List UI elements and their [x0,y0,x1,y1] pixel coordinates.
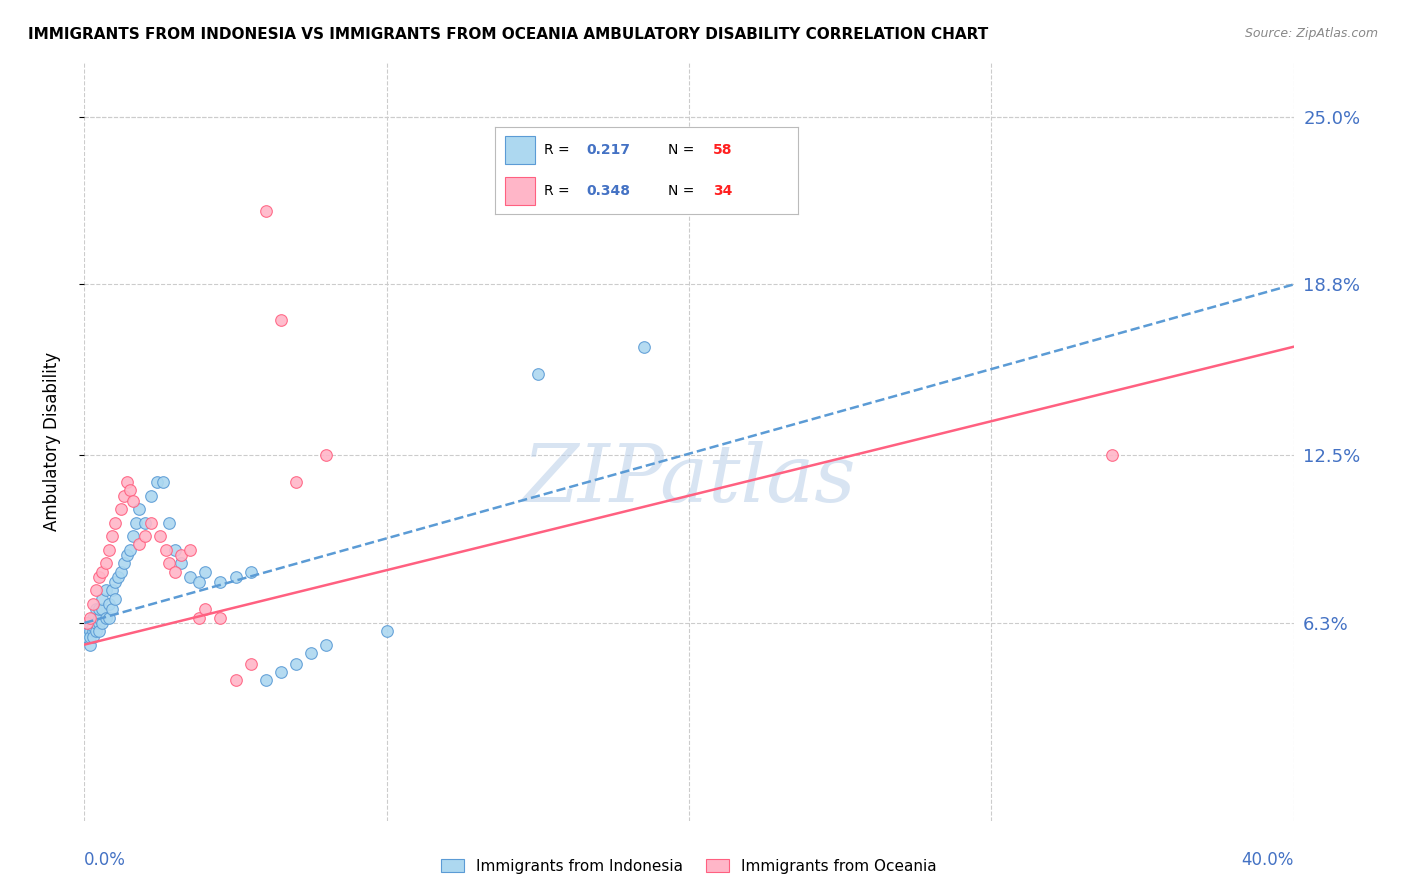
Point [104,575,127,590]
Point [139,489,162,503]
Point [157,557,180,571]
Point [94,610,117,624]
Point [118,483,141,498]
Point [239,565,262,579]
Point [104,591,127,606]
Text: ZIPatlas: ZIPatlas [522,441,856,518]
Point [157,516,180,530]
Point [165,565,187,579]
Point [118,542,141,557]
Point [149,529,172,543]
Point [97,542,120,557]
Text: 40.0%: 40.0% [1241,851,1294,869]
Point [97,597,120,611]
Point [97,610,120,624]
Point [225,673,247,687]
Point [79,624,101,639]
Point [86,624,108,639]
Point [285,657,308,671]
Point [134,516,156,530]
Point [170,548,193,563]
Text: IMMIGRANTS FROM INDONESIA VS IMMIGRANTS FROM OCEANIA AMBULATORY DISABILITY CORRE: IMMIGRANTS FROM INDONESIA VS IMMIGRANTS … [28,27,988,42]
Point [188,610,211,624]
Point [100,583,122,598]
Point [146,475,169,490]
Point [179,542,201,557]
Point [128,537,150,551]
Point [76,615,98,630]
Point [239,657,262,671]
Point [79,630,101,644]
Point [254,673,277,687]
Point [194,602,217,616]
Point [110,565,132,579]
Point [89,615,111,630]
Point [254,204,277,219]
Point [194,565,217,579]
Point [82,618,104,632]
Point [91,591,114,606]
Point [285,475,308,490]
Point [1101,448,1123,462]
Point [112,489,135,503]
Point [270,312,292,326]
Point [165,542,187,557]
Point [152,475,174,490]
Point [82,630,104,644]
Point [104,516,127,530]
Point [86,602,108,616]
Legend: Immigrants from Indonesia, Immigrants from Oceania: Immigrants from Indonesia, Immigrants fr… [441,859,936,873]
Point [110,502,132,516]
Point [107,570,129,584]
Point [79,615,101,630]
Point [128,502,150,516]
Point [82,610,104,624]
Point [209,575,232,590]
Point [91,615,114,630]
Point [209,610,232,624]
Point [170,557,193,571]
Point [115,475,138,490]
Point [76,615,98,630]
Point [94,583,117,598]
Point [89,610,111,624]
Y-axis label: Ambulatory Disability: Ambulatory Disability [42,352,60,531]
Point [633,340,655,354]
Point [91,565,114,579]
Point [115,548,138,563]
Point [94,557,117,571]
Point [100,529,122,543]
Point [527,367,550,381]
Point [270,665,292,679]
Point [155,542,177,557]
Point [100,602,122,616]
Point [89,602,111,616]
Point [82,624,104,639]
Point [91,602,114,616]
Text: 0.0%: 0.0% [84,851,127,869]
Point [225,570,247,584]
Point [179,570,201,584]
Point [125,516,148,530]
Point [134,529,156,543]
Point [121,529,143,543]
Point [139,516,162,530]
Text: Source: ZipAtlas.com: Source: ZipAtlas.com [1244,27,1378,40]
Point [121,494,143,508]
Point [86,615,108,630]
Point [79,610,101,624]
Point [315,638,337,652]
Point [112,557,135,571]
Point [86,583,108,598]
Point [76,624,98,639]
Point [79,638,101,652]
Point [76,630,98,644]
Point [299,646,322,660]
Point [82,597,104,611]
Point [375,624,398,639]
Point [188,575,211,590]
Point [89,570,111,584]
Point [89,624,111,639]
Point [315,448,337,462]
